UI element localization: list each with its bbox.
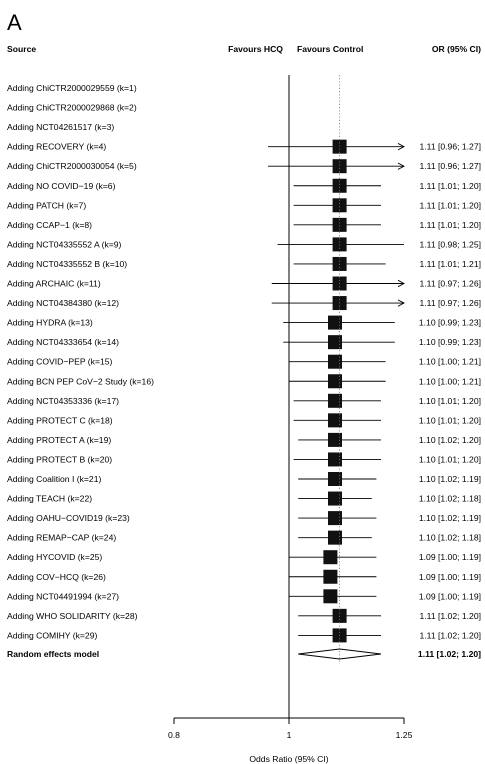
ci-arrow-right	[397, 299, 405, 307]
ci-text: 1.10 [1.02; 1.20]	[419, 435, 481, 445]
effect-square	[328, 472, 342, 486]
effect-square	[328, 452, 342, 467]
ci-text: 1.10 [1.00; 1.21]	[419, 376, 481, 386]
study-label: Adding COMIHY (k=29)	[7, 630, 97, 640]
effect-square	[328, 354, 342, 369]
ci-text: 1.09 [1.00; 1.19]	[419, 591, 481, 601]
study-label: Adding PROTECT A (k=19)	[7, 435, 111, 445]
study-label: Adding NO COVID−19 (k=6)	[7, 181, 116, 191]
header-favours-hcq: Favours HCQ	[228, 44, 283, 54]
effect-square	[323, 569, 338, 584]
study-label: Adding ChiCTR2000029868 (k=2)	[7, 103, 137, 113]
study-label: Adding TEACH (k=22)	[7, 494, 92, 504]
effect-square	[328, 374, 342, 389]
study-label: Adding NCT04353336 (k=17)	[7, 396, 119, 406]
study-label: Adding PROTECT B (k=20)	[7, 454, 112, 464]
study-label: Adding HYCOVID (k=25)	[7, 552, 102, 562]
header-favours-control: Favours Control	[297, 44, 363, 54]
study-label: Adding NCT04335552 A (k=9)	[7, 239, 122, 249]
ci-text: 1.10 [1.02; 1.19]	[419, 474, 481, 484]
ci-text: 1.11 [0.96; 1.27]	[420, 161, 481, 171]
study-label: Adding NCT04335552 B (k=10)	[7, 259, 127, 269]
study-rows: Adding ChiCTR2000029559 (k=1) Adding ChiC…	[7, 83, 481, 660]
ci-text: 1.10 [1.01; 1.20]	[419, 396, 481, 406]
ci-text: 1.11 [1.01; 1.20]	[420, 200, 481, 210]
study-label: Adding BCN PEP CoV−2 Study (k=16)	[7, 376, 154, 386]
x-axis-label: Odds Ratio (95% CI)	[249, 754, 328, 764]
study-label: Adding PROTECT C (k=18)	[7, 415, 113, 425]
study-label: Adding ChiCTR2000030054 (k=5)	[7, 161, 137, 171]
study-label: Adding Coalition I (k=21)	[7, 474, 101, 484]
ci-text: 1.11 [0.97; 1.26]	[420, 279, 481, 289]
study-label: Adding REMAP−CAP (k=24)	[7, 533, 116, 543]
study-label: Adding HYDRA (k=13)	[7, 318, 93, 328]
header-or-ci: OR (95% CI)	[432, 44, 481, 54]
ci-arrow-right	[397, 162, 405, 170]
effect-square	[328, 530, 342, 545]
ci-text: 1.09 [1.00; 1.19]	[419, 572, 481, 582]
study-label: Adding COV−HCQ (k=26)	[7, 572, 106, 582]
ci-text: 1.10 [1.02; 1.19]	[419, 513, 481, 523]
pooled-ci-text: 1.11 [1.02; 1.20]	[418, 649, 481, 659]
ci-text: 1.11 [0.97; 1.26]	[420, 298, 481, 308]
ci-text: 1.11 [0.98; 1.25]	[420, 239, 481, 249]
ci-text: 1.11 [1.01; 1.21]	[420, 259, 481, 269]
header-source: Source	[7, 44, 36, 54]
effect-square	[328, 511, 342, 526]
ci-text: 1.10 [1.02; 1.18]	[419, 494, 481, 504]
ci-text: 1.10 [0.99; 1.23]	[419, 337, 481, 347]
ci-text: 1.11 [1.01; 1.20]	[420, 181, 481, 191]
study-label: Adding NCT04333654 (k=14)	[7, 337, 119, 347]
study-label: Adding CCAP−1 (k=8)	[7, 220, 92, 230]
effect-square	[328, 315, 342, 330]
ci-text: 1.10 [1.00; 1.21]	[419, 357, 481, 367]
effect-square	[332, 178, 347, 193]
ci-text: 1.11 [1.02; 1.20]	[420, 611, 481, 621]
study-label: Adding WHO SOLIDARITY (k=28)	[7, 611, 138, 621]
study-label: Adding COVID−PEP (k=15)	[7, 357, 113, 367]
panel-label: A	[7, 10, 22, 35]
effect-square	[332, 159, 347, 174]
effect-square	[328, 413, 342, 428]
ci-text: 1.10 [1.02; 1.18]	[419, 533, 481, 543]
study-label: Adding NCT04261517 (k=3)	[7, 122, 114, 132]
x-tick-label: 0.8	[168, 730, 180, 740]
study-label: Adding PATCH (k=7)	[7, 200, 86, 210]
effect-square	[328, 335, 342, 350]
effect-square	[328, 432, 342, 447]
ci-arrow-right	[397, 143, 405, 151]
ci-text: 1.10 [1.01; 1.20]	[419, 454, 481, 464]
x-tick-label: 1.25	[396, 730, 413, 740]
study-label: Adding ChiCTR2000029559 (k=1)	[7, 83, 137, 93]
effect-square	[332, 139, 347, 154]
ci-arrow-right	[397, 279, 405, 288]
effect-square	[328, 491, 342, 506]
pooled-label: Random effects model	[7, 649, 99, 659]
effect-square	[332, 217, 347, 232]
effect-square	[323, 589, 338, 604]
x-axis: 0.8 1 1.25	[168, 75, 413, 740]
effect-square	[323, 550, 338, 565]
study-label: Adding ARCHAIC (k=11)	[7, 279, 101, 289]
ci-text: 1.11 [1.02; 1.20]	[420, 630, 481, 640]
ci-text: 1.10 [0.99; 1.23]	[419, 318, 481, 328]
pooled-diamond	[298, 648, 382, 660]
effect-square	[332, 198, 347, 213]
study-label: Adding NCT04384380 (k=12)	[7, 298, 119, 308]
ci-text: 1.11 [1.01; 1.20]	[420, 220, 481, 230]
effect-square	[332, 237, 347, 252]
study-label: Adding OAHU−COVID19 (k=23)	[7, 513, 130, 523]
ci-text: 1.09 [1.00; 1.19]	[419, 552, 481, 562]
effect-square	[328, 393, 342, 408]
ci-text: 1.11 [0.96; 1.27]	[420, 142, 481, 152]
study-label: Adding RECOVERY (k=4)	[7, 142, 106, 152]
study-label: Adding NCT04491994 (k=27)	[7, 591, 119, 601]
ci-text: 1.10 [1.01; 1.20]	[419, 415, 481, 425]
x-tick-label: 1	[287, 730, 292, 740]
